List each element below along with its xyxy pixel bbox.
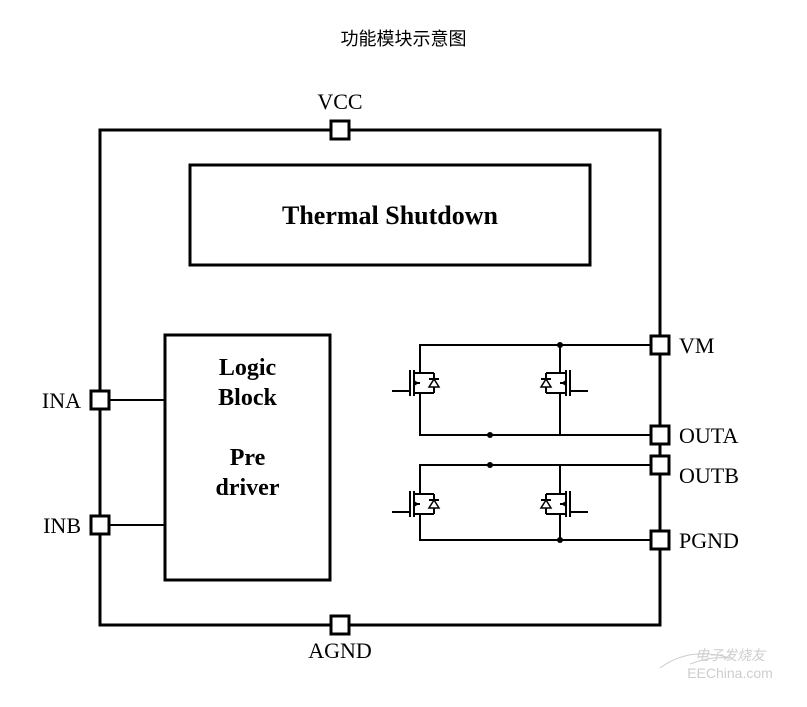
- mosfet-icon: [541, 361, 588, 405]
- wire: [420, 518, 560, 540]
- junction-node: [557, 537, 563, 543]
- pad-label-outa: OUTA: [679, 423, 738, 448]
- wire: [420, 345, 560, 370]
- diagram-title: 功能模块示意图: [341, 29, 467, 49]
- logic-block-label-line: Block: [218, 385, 277, 411]
- pad-label-vm: VM: [679, 333, 714, 358]
- junction-node: [487, 432, 493, 438]
- pad-pgnd: [651, 531, 669, 549]
- pad-vcc: [331, 121, 349, 139]
- pad-vm: [651, 336, 669, 354]
- pad-label-ina: INA: [42, 388, 81, 413]
- watermark: 电子发烧友EEChina.com: [660, 648, 773, 681]
- wire: [420, 397, 560, 435]
- pad-ina: [91, 391, 109, 409]
- pad-label-inb: INB: [43, 513, 81, 538]
- junction-node: [487, 462, 493, 468]
- mosfet-icon: [541, 482, 588, 526]
- thermal-shutdown-label: Thermal Shutdown: [282, 201, 499, 230]
- pad-label-outb: OUTB: [679, 463, 739, 488]
- mosfet-icon: [392, 361, 439, 405]
- pad-label-pgnd: PGND: [679, 528, 739, 553]
- wire: [560, 518, 651, 540]
- logic-block-label-line: Pre: [230, 445, 266, 471]
- wire: [560, 345, 651, 370]
- wire: [420, 465, 560, 490]
- svg-text:电子发烧友: 电子发烧友: [695, 648, 767, 664]
- pad-label-agnd: AGND: [308, 638, 372, 663]
- svg-text:EEChina.com: EEChina.com: [687, 665, 773, 681]
- pad-outa: [651, 426, 669, 444]
- mosfet-icon: [392, 482, 439, 526]
- pad-label-vcc: VCC: [317, 89, 362, 114]
- pad-inb: [91, 516, 109, 534]
- junction-node: [557, 342, 563, 348]
- logic-block-label-line: driver: [216, 475, 280, 501]
- logic-block-label-line: Logic: [219, 355, 277, 381]
- pad-outb: [651, 456, 669, 474]
- pad-agnd: [331, 616, 349, 634]
